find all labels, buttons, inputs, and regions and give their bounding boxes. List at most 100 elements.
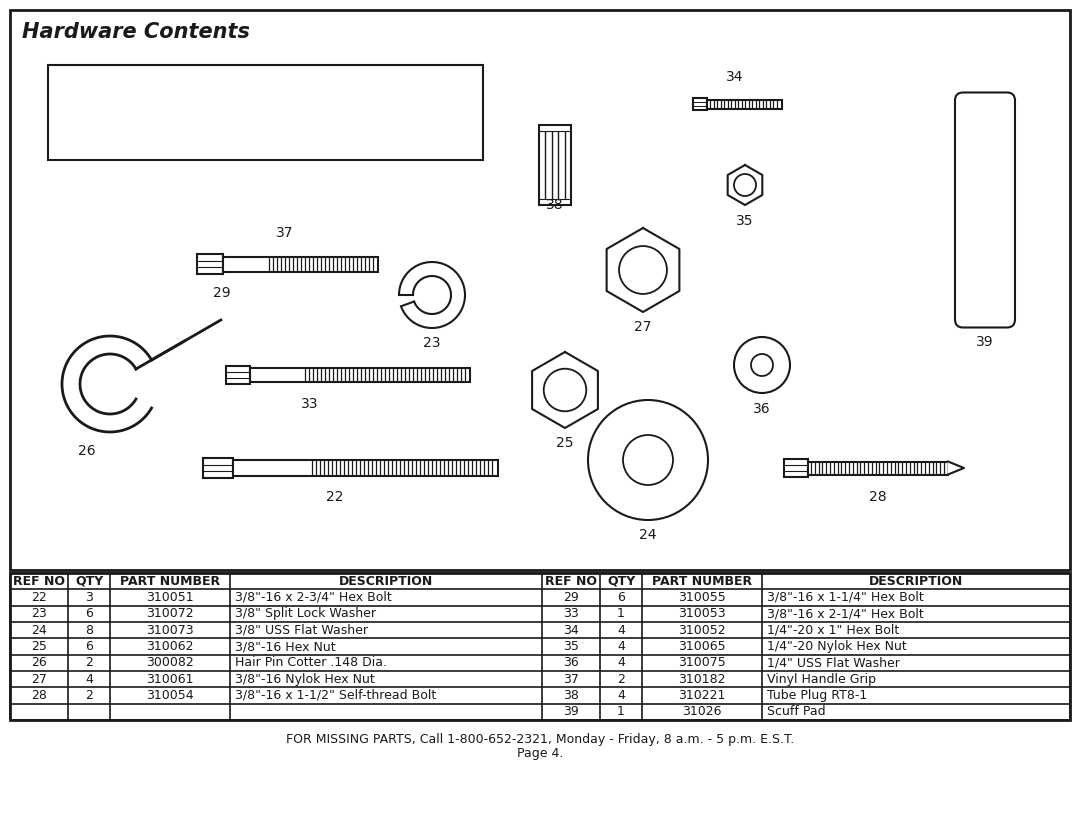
Text: 310061: 310061 <box>146 673 193 686</box>
Text: 2: 2 <box>85 689 93 702</box>
Text: Hardware Contents: Hardware Contents <box>22 22 249 42</box>
Bar <box>808 461 948 475</box>
Text: 33: 33 <box>563 607 579 620</box>
Text: 27: 27 <box>634 320 651 334</box>
Circle shape <box>734 174 756 196</box>
Text: 4: 4 <box>617 640 625 653</box>
Bar <box>203 458 232 478</box>
Text: 39: 39 <box>563 706 579 718</box>
Bar <box>48 65 483 160</box>
Text: 3/8"-16 Hex Nut: 3/8"-16 Hex Nut <box>235 640 336 653</box>
Bar <box>539 125 571 205</box>
Text: 3/8"-16 Nylok Hex Nut: 3/8"-16 Nylok Hex Nut <box>235 673 375 686</box>
Text: Page 4.: Page 4. <box>517 747 563 761</box>
Text: 310065: 310065 <box>678 640 726 653</box>
Text: 3: 3 <box>85 591 93 604</box>
Text: 310053: 310053 <box>678 607 726 620</box>
Text: 1/4"-20 x 1" Hex Bolt: 1/4"-20 x 1" Hex Bolt <box>767 624 900 636</box>
Text: 26: 26 <box>78 444 96 458</box>
Circle shape <box>543 369 586 411</box>
Text: 1/4" USS Flat Washer: 1/4" USS Flat Washer <box>767 656 900 670</box>
Text: 35: 35 <box>737 214 754 228</box>
Bar <box>707 99 782 108</box>
Text: 37: 37 <box>563 673 579 686</box>
Text: 3/8" USS Flat Washer: 3/8" USS Flat Washer <box>235 624 368 636</box>
Text: 4: 4 <box>617 624 625 636</box>
Text: 310182: 310182 <box>678 673 726 686</box>
Text: 300082: 300082 <box>146 656 194 670</box>
Bar <box>222 257 378 272</box>
Bar <box>197 254 222 274</box>
Text: 25: 25 <box>556 436 573 450</box>
Text: 1/4"-20 Nylok Hex Nut: 1/4"-20 Nylok Hex Nut <box>767 640 907 653</box>
Text: 310062: 310062 <box>146 640 193 653</box>
Text: PART NUMBER: PART NUMBER <box>120 575 220 588</box>
Text: Vinyl Handle Grip: Vinyl Handle Grip <box>767 673 876 686</box>
Text: 6: 6 <box>85 640 93 653</box>
Bar <box>10 573 1070 720</box>
Bar <box>249 368 470 382</box>
Text: 27: 27 <box>31 673 46 686</box>
Text: 38: 38 <box>563 689 579 702</box>
Text: 39: 39 <box>976 335 994 349</box>
Text: 3/8" Split Lock Washer: 3/8" Split Lock Washer <box>235 607 376 620</box>
Text: 2: 2 <box>617 673 625 686</box>
Text: 2: 2 <box>85 656 93 670</box>
Text: Hair Pin Cotter .148 Dia.: Hair Pin Cotter .148 Dia. <box>235 656 387 670</box>
Bar <box>232 460 498 476</box>
Text: REF NO: REF NO <box>13 575 65 588</box>
Text: 3/8"-16 x 1-1/4" Hex Bolt: 3/8"-16 x 1-1/4" Hex Bolt <box>767 591 923 604</box>
Bar <box>10 10 1070 570</box>
Text: 34: 34 <box>563 624 579 636</box>
Text: 22: 22 <box>31 591 46 604</box>
Polygon shape <box>607 228 679 312</box>
Text: 6: 6 <box>617 591 625 604</box>
Text: 23: 23 <box>31 607 46 620</box>
Text: REF NO: REF NO <box>545 575 597 588</box>
Circle shape <box>623 435 673 485</box>
Text: 310051: 310051 <box>146 591 193 604</box>
Text: 4: 4 <box>617 689 625 702</box>
Text: 29: 29 <box>563 591 579 604</box>
Polygon shape <box>399 262 465 328</box>
Text: 22: 22 <box>326 490 343 504</box>
Text: 4: 4 <box>617 656 625 670</box>
Text: 310221: 310221 <box>678 689 726 702</box>
Text: 28: 28 <box>869 490 887 504</box>
Text: Scuff Pad: Scuff Pad <box>767 706 825 718</box>
Text: 24: 24 <box>639 528 657 542</box>
Text: 310075: 310075 <box>678 656 726 670</box>
Text: 26: 26 <box>31 656 46 670</box>
Text: 23: 23 <box>423 336 441 350</box>
Text: 310054: 310054 <box>146 689 193 702</box>
Text: FOR MISSING PARTS, Call 1-800-652-2321, Monday - Friday, 8 a.m. - 5 p.m. E.S.T.: FOR MISSING PARTS, Call 1-800-652-2321, … <box>286 732 794 746</box>
Text: 8: 8 <box>85 624 93 636</box>
Text: 3/8"-16 x 2-3/4" Hex Bolt: 3/8"-16 x 2-3/4" Hex Bolt <box>235 591 392 604</box>
Text: 37: 37 <box>276 226 294 240</box>
Circle shape <box>751 354 773 376</box>
Text: 24: 24 <box>31 624 46 636</box>
Bar <box>693 98 707 110</box>
Text: 25: 25 <box>31 640 46 653</box>
Text: 38: 38 <box>546 198 564 212</box>
Circle shape <box>734 337 789 393</box>
Text: 36: 36 <box>753 402 771 416</box>
Text: QTY: QTY <box>607 575 635 588</box>
Text: 36: 36 <box>563 656 579 670</box>
Text: DESCRIPTION: DESCRIPTION <box>869 575 963 588</box>
Text: 1: 1 <box>617 706 625 718</box>
Text: 4: 4 <box>85 673 93 686</box>
Text: 310052: 310052 <box>678 624 726 636</box>
Text: 1: 1 <box>617 607 625 620</box>
Text: QTY: QTY <box>75 575 103 588</box>
Polygon shape <box>948 461 964 475</box>
Bar <box>784 459 808 477</box>
Text: 310073: 310073 <box>146 624 193 636</box>
Text: 3/8"-16 x 1-1/2" Self-thread Bolt: 3/8"-16 x 1-1/2" Self-thread Bolt <box>235 689 436 702</box>
Text: 29: 29 <box>213 286 231 300</box>
Polygon shape <box>532 352 598 428</box>
Circle shape <box>619 246 667 294</box>
Bar <box>226 366 249 384</box>
Text: 310055: 310055 <box>678 591 726 604</box>
Text: Tube Plug RT8-1: Tube Plug RT8-1 <box>767 689 867 702</box>
